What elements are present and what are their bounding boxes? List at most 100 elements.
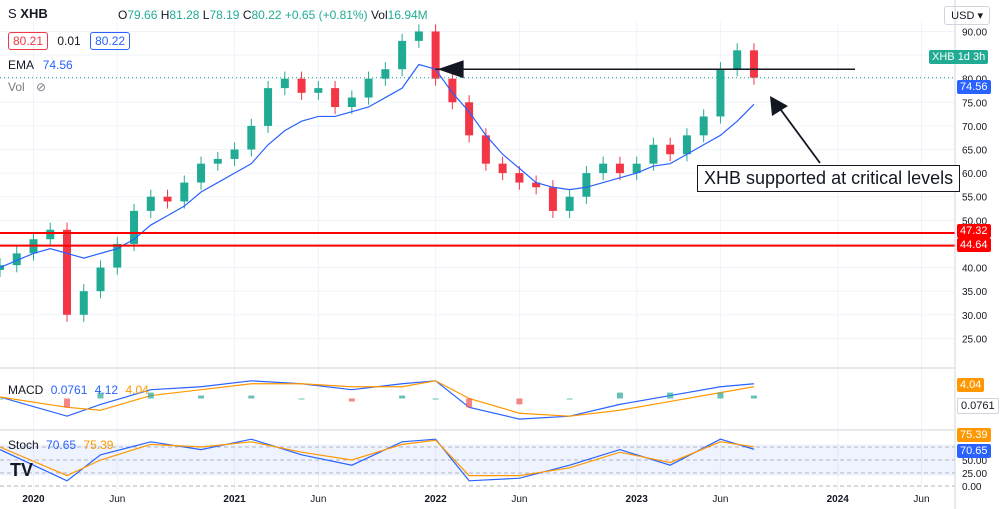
candle-body — [96, 267, 105, 292]
candle-body — [431, 31, 440, 79]
pointer-arrow-shaft — [777, 105, 821, 164]
currency-selector[interactable]: USD ▾ — [944, 6, 990, 25]
ema-price-tag: 74.56 — [957, 80, 991, 94]
candle-body — [230, 149, 239, 159]
macd-histogram-bar — [147, 392, 154, 399]
macd-histogram-bar — [298, 398, 305, 400]
candle-body — [682, 135, 691, 155]
x-tick-label: 2023 — [626, 494, 649, 505]
x-tick-label: Jun — [712, 494, 728, 505]
candle-body — [280, 78, 289, 89]
candle-body — [331, 88, 340, 107]
candle-body — [364, 78, 373, 98]
y-tick-label: 60.00 — [962, 169, 987, 180]
spread: 0.01 — [57, 34, 81, 48]
macd-histogram-bar — [248, 395, 255, 399]
candle-body — [632, 163, 641, 174]
chevron-down-icon: ▾ — [977, 10, 983, 22]
candle-body — [666, 144, 675, 155]
y-tick-label: 55.00 — [962, 193, 987, 204]
macd-histogram-bar — [516, 398, 523, 405]
y-tick-label: 35.00 — [962, 287, 987, 298]
candle-body — [649, 144, 658, 164]
stoch-k-tag: 75.39 — [957, 428, 991, 442]
macd-histogram-bar — [198, 395, 205, 399]
x-tick-label: 2024 — [827, 494, 850, 505]
macd-macd-line — [0, 380, 754, 420]
stoch-y-tick-label: 25.00 — [962, 469, 987, 480]
macd-histogram-bar — [566, 398, 573, 400]
candle-body — [180, 182, 189, 202]
x-tick-label: Jun — [913, 494, 929, 505]
ask-box[interactable]: 80.22 — [90, 32, 131, 50]
arrow-head-left — [437, 60, 464, 79]
candle-body — [314, 88, 323, 93]
candle-body — [582, 173, 591, 197]
candle-body — [448, 78, 457, 103]
candle-body — [599, 163, 608, 174]
bid-box[interactable]: 80.21 — [8, 32, 49, 50]
y-tick-label: 70.00 — [962, 122, 987, 133]
vol-legend[interactable]: Vol ⊘ — [8, 80, 47, 94]
candle-body — [749, 50, 758, 78]
candle-body — [12, 253, 21, 266]
x-tick-label: 2020 — [22, 494, 45, 505]
candle-body — [381, 69, 390, 79]
interval-badge: S — [8, 6, 17, 21]
candle-body — [716, 69, 725, 117]
candle-body — [565, 196, 574, 211]
candle-body — [699, 116, 708, 136]
x-tick-label: 2021 — [223, 494, 246, 505]
candle-body — [465, 102, 474, 136]
bid-ask-row: 80.21 0.01 80.22 — [8, 32, 131, 50]
candle-body — [63, 229, 72, 315]
symbol-header[interactable]: S XHB — [8, 6, 48, 21]
pointer-arrow-head — [770, 96, 788, 116]
candle-body — [481, 135, 490, 164]
macd-hist-tag: 0.0761 — [957, 398, 999, 414]
macd-histogram-bar — [616, 392, 623, 399]
candle-body — [548, 187, 557, 211]
macd-tag: 4.04 — [957, 378, 985, 392]
x-tick-label: Jun — [109, 494, 125, 505]
macd-histogram-bar — [0, 398, 3, 400]
stoch-legend[interactable]: Stoch 70.65 75.39 — [8, 438, 114, 452]
candle-body — [213, 158, 222, 164]
macd-signal-line — [0, 380, 755, 417]
x-tick-label: Jun — [511, 494, 527, 505]
xhb-price-tag: XHB 1d 3h — [929, 50, 989, 64]
x-tick-label: 2022 — [424, 494, 447, 505]
candle-body — [163, 196, 172, 202]
eye-off-icon[interactable]: ⊘ — [36, 80, 47, 94]
macd-histogram-bar — [399, 395, 406, 399]
candle-body — [197, 163, 206, 183]
y-tick-label: 65.00 — [962, 146, 987, 157]
candle-body — [515, 173, 524, 183]
candle-body — [113, 243, 122, 268]
y-tick-label: 25.00 — [962, 334, 987, 345]
tradingview-logo: TV — [10, 460, 34, 480]
candle-body — [615, 163, 624, 174]
macd-histogram-bar — [466, 398, 473, 408]
macd-histogram-bar — [750, 395, 757, 399]
symbol-name[interactable]: XHB — [20, 6, 48, 21]
support-lower-tag: 44.64 — [957, 238, 991, 252]
y-tick-label: 50.00 — [962, 216, 987, 227]
support-upper-tag: 47.32 — [957, 224, 991, 238]
stoch-k-line — [0, 438, 755, 482]
stoch-y-tick-label: 0.00 — [962, 482, 982, 493]
macd-histogram-bar — [64, 398, 71, 408]
macd-histogram-bar — [97, 392, 104, 399]
candle-body — [414, 31, 423, 41]
candle-body — [130, 210, 139, 244]
candle-body — [498, 163, 507, 174]
macd-histogram-bar — [717, 392, 724, 399]
macd-legend[interactable]: MACD 0.0761 4.12 4.04 — [8, 383, 149, 397]
macd-histogram-bar — [432, 398, 439, 400]
ema-legend[interactable]: EMA 74.56 — [8, 58, 73, 72]
x-tick-label: Jun — [310, 494, 326, 505]
candle-body — [733, 50, 742, 70]
stoch-d-tag: 70.65 — [957, 444, 991, 458]
stoch-y-tick-label: 50.00 — [962, 456, 987, 467]
